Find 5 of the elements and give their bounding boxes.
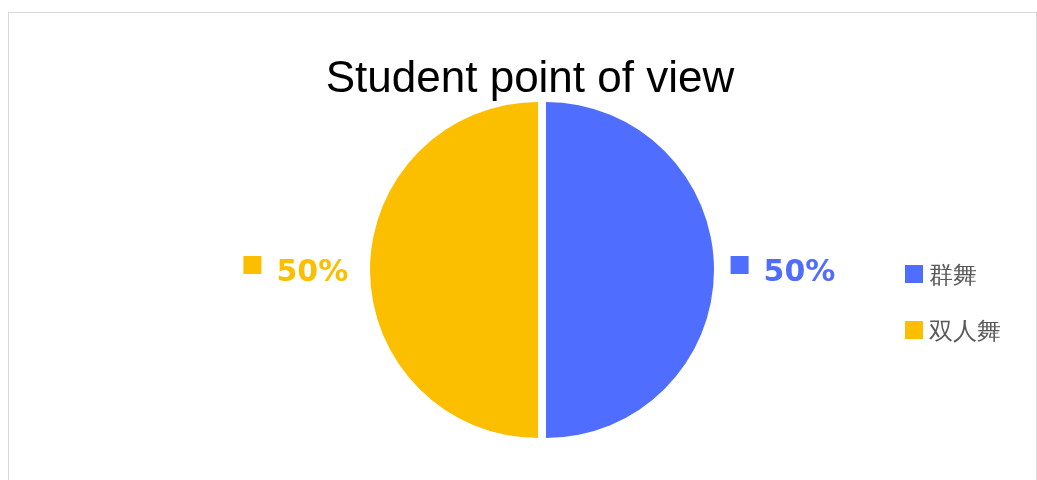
chart-title: Student point of view xyxy=(325,52,735,101)
legend-label: 双人舞 xyxy=(929,317,1001,345)
data-label: 50% xyxy=(276,253,349,288)
legend-label: 群舞 xyxy=(929,261,977,289)
data-label: 50% xyxy=(763,253,836,288)
